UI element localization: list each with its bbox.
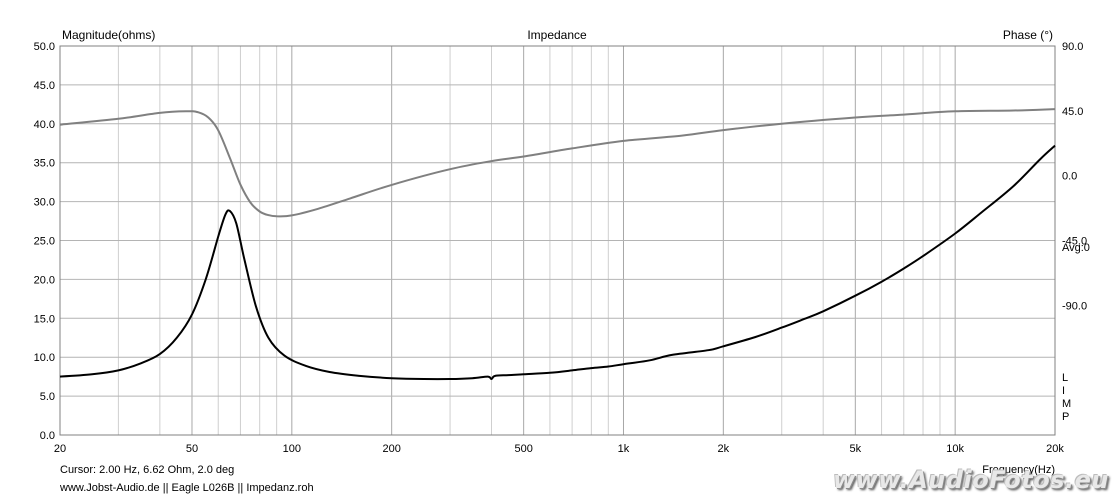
limp-letter: P [1062,411,1069,423]
series-group [59,108,1056,381]
avg-label: Avg:0 [1062,242,1090,254]
x-tick-label: 50 [186,443,198,455]
tick-labels: 0.0 5.0 10.0 15.0 20.0 25.0 30.0 35.0 40.0 45.0 50… [34,41,1088,455]
x-tick-label: 1k [618,443,630,455]
y-tick-label: 0.0 [40,430,55,442]
y-tick-label: 45.0 [34,80,55,92]
y-axis-label: Magnitude(ohms) [62,28,155,42]
y-right-axis-label: Phase (°) [1003,28,1053,42]
y-tick-label: 5.0 [40,391,55,403]
x-tick-label: 20k [1046,443,1064,455]
x-tick-label: 10k [946,443,964,455]
limp-letter: M [1062,398,1071,410]
y-tick-label: 50.0 [34,41,55,53]
x-tick-label: 200 [382,443,400,455]
x-tick-label: 100 [283,443,301,455]
y-right-tick-label: 0.0 [1062,171,1077,183]
magnitude-line [59,144,1056,381]
y-right-tick-label: 90.0 [1062,41,1083,53]
y-tick-label: 30.0 [34,197,55,209]
x-axis-label: Frequency(Hz) [982,464,1055,476]
y-tick-label: 40.0 [34,119,55,131]
grid [60,46,1055,435]
y-tick-label: 10.0 [34,352,55,364]
y-tick-label: 15.0 [34,313,55,325]
y-right-tick-label: -45.0 [1062,236,1087,248]
limp-letter: L [1062,372,1068,384]
limp-letter: I [1062,385,1065,397]
y-tick-label: 25.0 [34,236,55,248]
cursor-readout: Cursor: 2.00 Hz, 6.62 Ohm, 2.0 deg [60,464,234,476]
x-tick-label: 500 [514,443,532,455]
plot-frame [59,45,1056,436]
watermark-logo: www.AudioFotos.eu [833,466,1109,494]
source-line: www.Jobst-Audio.de || Eagle L026B || Imp… [59,482,314,494]
x-tick-label: 2k [718,443,730,455]
y-tick-label: 35.0 [34,158,55,170]
chart-title: Impedance [527,28,587,42]
y-tick-label: 20.0 [34,274,55,286]
y-right-tick-label: 45.0 [1062,106,1083,118]
x-tick-label: 5k [850,443,862,455]
phase-line [59,108,1056,218]
x-tick-label: 20 [54,443,66,455]
y-right-tick-label: -90.0 [1062,300,1087,312]
